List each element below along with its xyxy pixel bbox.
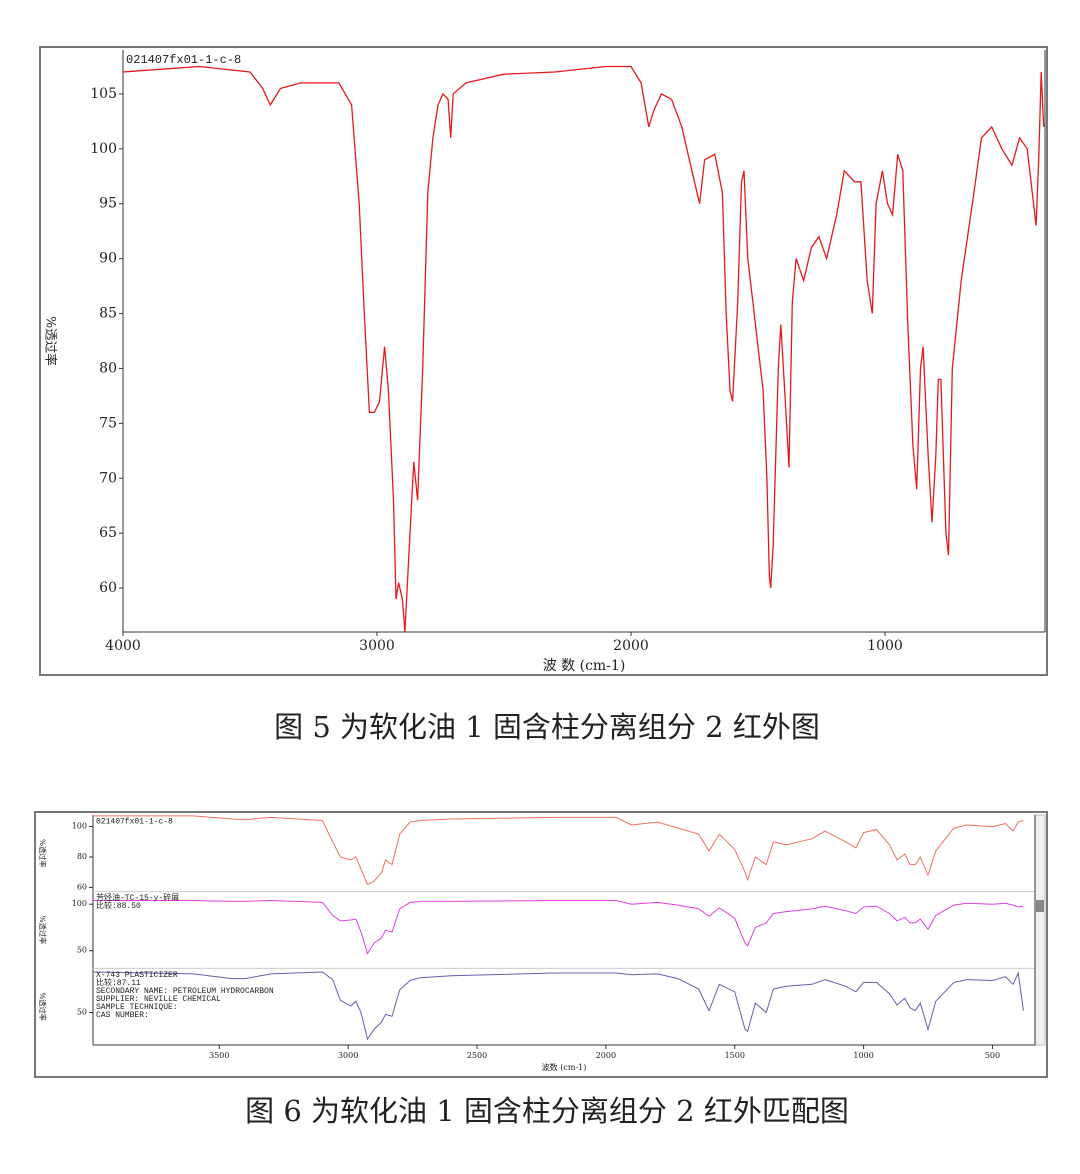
y-tick-label: 105: [90, 86, 117, 102]
y-tick-label: 100: [72, 899, 87, 908]
series-note: SUPPLIER: NEVILLE CHEMICAL: [96, 995, 221, 1004]
x-tick-label: 1000: [853, 1051, 873, 1060]
caption: 图 6 为软化油 1 固含柱分离组分 2 红外匹配图: [245, 1094, 849, 1128]
x-tick-label: 2500: [467, 1051, 487, 1060]
y-tick-label: 80: [99, 360, 117, 376]
x-tick-label: 3000: [359, 638, 395, 654]
y-tick-label: 100: [90, 141, 117, 157]
x-tick-label: 4000: [105, 638, 141, 654]
y-axis-label: %透过率: [38, 916, 47, 944]
y-tick-label: 70: [99, 470, 117, 486]
scrollbar: [1034, 814, 1046, 1046]
x-axis-label: 波 数 (cm-1): [543, 658, 626, 674]
x-tick-label: 1000: [867, 638, 903, 654]
x-tick-label: 2000: [613, 638, 649, 654]
y-tick-label: 85: [99, 306, 117, 322]
series-note: CAS NUMBER:: [96, 1011, 149, 1020]
scroll-thumb: [1036, 900, 1044, 912]
x-tick-label: 500: [985, 1051, 1000, 1060]
x-tick-label: 3000: [338, 1051, 358, 1060]
series-note: 比较:88.50: [96, 900, 141, 911]
series-note: 比较:87.11: [96, 977, 141, 988]
y-tick-label: 75: [99, 415, 117, 431]
figure-frame: [34, 811, 1048, 1078]
y-tick-label: 80: [77, 852, 87, 861]
y-tick-label: 90: [99, 251, 117, 267]
y-tick-label: 50: [77, 946, 87, 955]
y-tick-label: 95: [99, 196, 117, 212]
series-note: SECONDARY NAME: PETROLEUM HYDROCARBON: [96, 987, 274, 996]
spectrum-line: [92, 971, 1024, 1041]
y-tick-label: 100: [72, 822, 87, 831]
y-axis-label: %透过率: [38, 839, 47, 867]
caption: 图 5 为软化油 1 固含柱分离组分 2 红外图: [274, 710, 820, 744]
y-tick-label: 50: [77, 1008, 87, 1017]
series-label: 芳烃油-TC-15-y-碎屑: [96, 892, 179, 903]
x-tick-label: 1500: [725, 1051, 745, 1060]
series-note: SAMPLE TECHNIQUE:: [96, 1003, 178, 1012]
y-axis-label: %透过率: [38, 992, 47, 1020]
x-tick-label: 2000: [596, 1051, 616, 1060]
series-label: 021407fx01-1-c-8: [126, 53, 241, 67]
series-label: X-743 PLASTICIZER: [96, 971, 178, 980]
figure-frame: [39, 46, 1048, 676]
spectrum-line: [93, 899, 1024, 955]
x-axis-label: 波数 (cm-1): [542, 1062, 587, 1072]
y-tick-label: 60: [77, 882, 87, 891]
spectrum-line: [93, 815, 1024, 886]
y-tick-label: 60: [99, 580, 117, 596]
y-tick-label: 65: [99, 525, 117, 541]
spectrum-line: [122, 65, 1045, 633]
series-label: 021407fx01-1-c-8: [96, 818, 173, 827]
y-axis-label: %透过率: [44, 316, 59, 366]
x-tick-label: 3500: [209, 1051, 229, 1060]
